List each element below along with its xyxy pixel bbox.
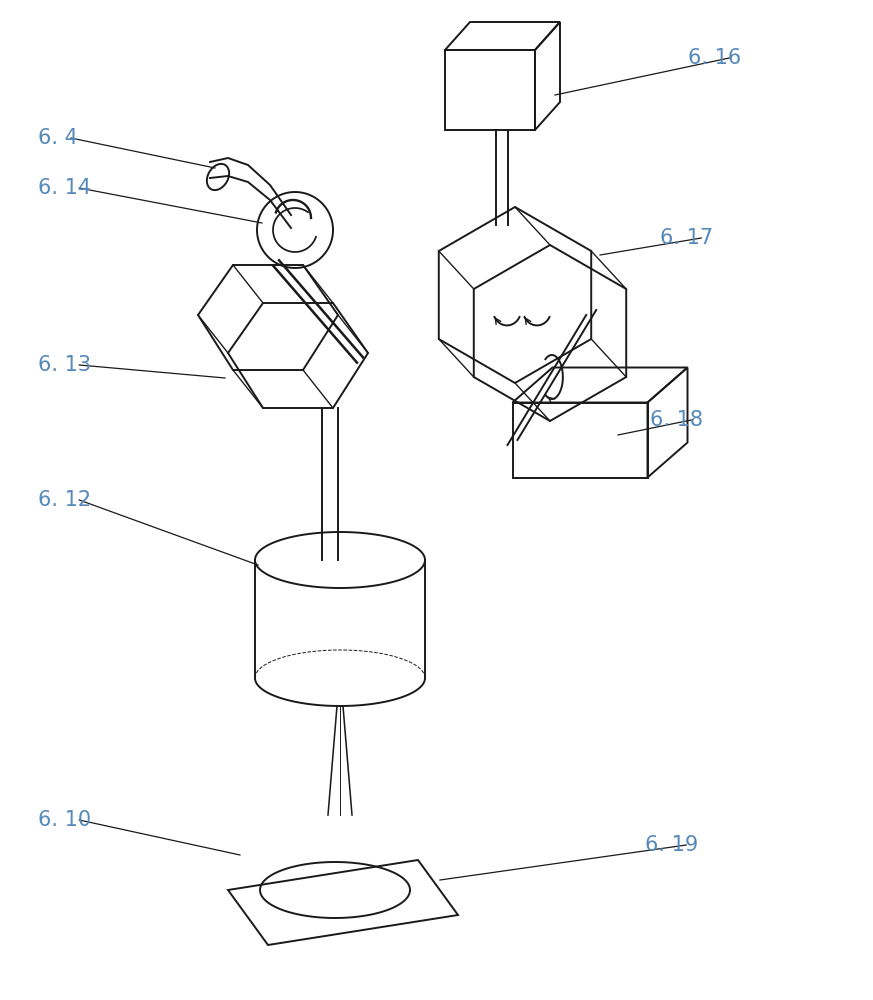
Text: 6. 14: 6. 14 <box>38 178 91 198</box>
Text: 6. 10: 6. 10 <box>38 810 91 830</box>
Text: 6. 13: 6. 13 <box>38 355 91 375</box>
Text: 6. 18: 6. 18 <box>650 410 703 430</box>
Text: 6. 19: 6. 19 <box>645 835 698 855</box>
Text: 6. 4: 6. 4 <box>38 128 78 148</box>
Text: 6. 12: 6. 12 <box>38 490 91 510</box>
Text: 6. 17: 6. 17 <box>660 228 713 248</box>
Text: 6. 16: 6. 16 <box>688 48 741 68</box>
